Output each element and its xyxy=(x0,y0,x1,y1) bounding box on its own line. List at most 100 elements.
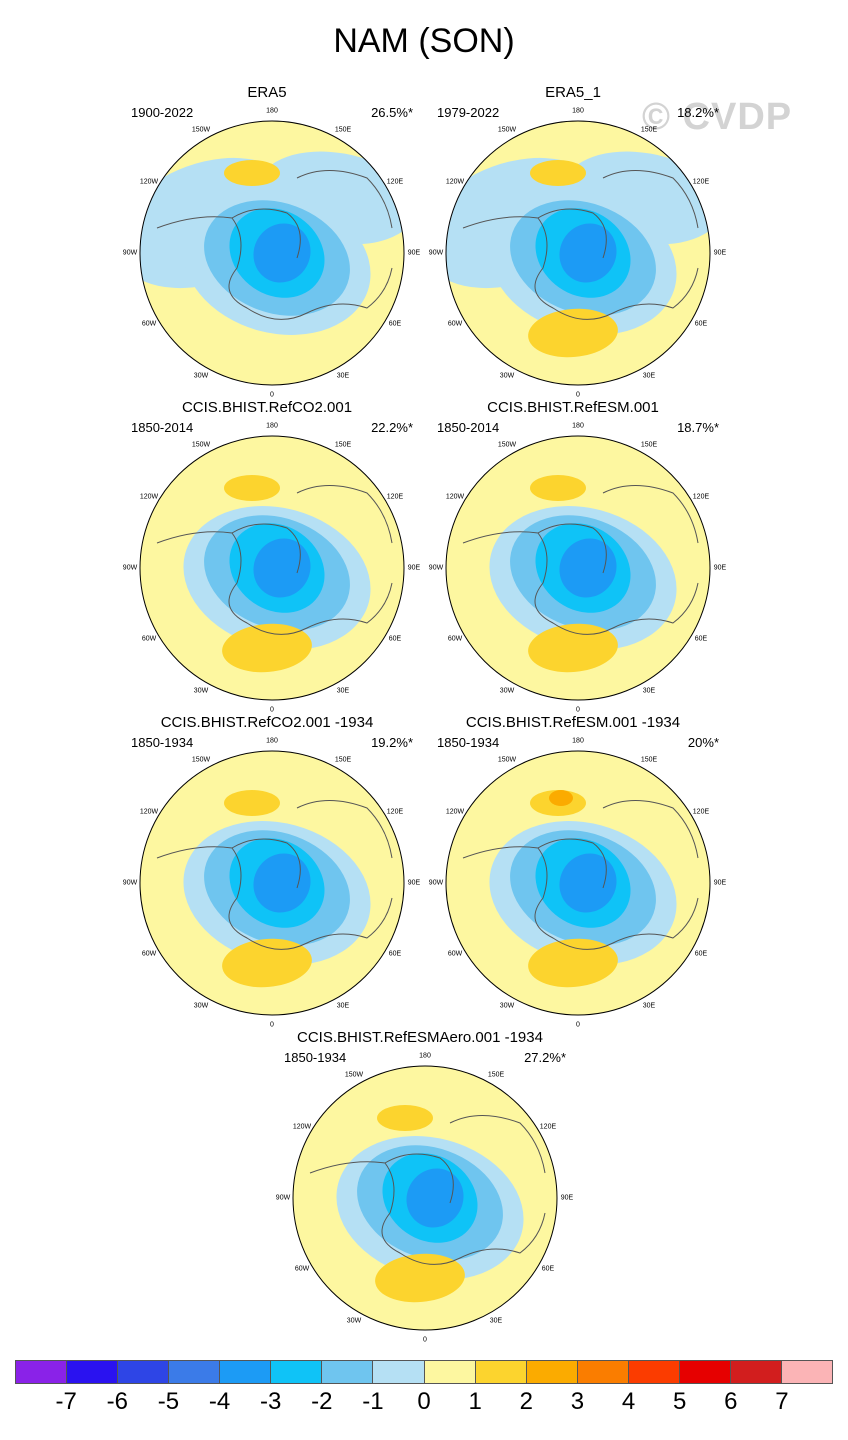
colorbar-swatch xyxy=(730,1361,782,1383)
longitude-label: 180 xyxy=(572,107,584,115)
longitude-label: 30W xyxy=(193,1002,209,1010)
longitude-label: 180 xyxy=(419,1052,431,1060)
longitude-label: 120W xyxy=(139,808,159,816)
longitude-label: 60W xyxy=(447,635,463,643)
longitude-label: 180 xyxy=(572,422,584,430)
longitude-label: 0 xyxy=(270,1021,274,1029)
longitude-label: 150W xyxy=(191,441,211,449)
panel-period: 1850-1934 xyxy=(437,735,500,750)
colorbar-swatch xyxy=(781,1361,832,1383)
map-boundary xyxy=(139,750,405,1016)
colorbar-swatch xyxy=(628,1361,680,1383)
longitude-label: 60E xyxy=(541,1265,555,1273)
figure-title: NAM (SON) xyxy=(333,22,515,60)
longitude-label: 60W xyxy=(141,635,157,643)
coastline xyxy=(156,800,393,950)
longitude-label: 180 xyxy=(572,737,584,745)
panel-title: CCIS.BHIST.RefESM.001 xyxy=(487,399,659,416)
longitude-label: 30E xyxy=(642,687,656,695)
longitude-label: 60W xyxy=(294,1265,310,1273)
longitude-label: 60E xyxy=(388,320,402,328)
coastline xyxy=(156,485,393,635)
colorbar-tick-label: 7 xyxy=(775,1388,789,1415)
coastline xyxy=(309,1115,546,1265)
longitude-label: 60W xyxy=(141,950,157,958)
longitude-label: 60W xyxy=(141,320,157,328)
longitude-label: 150W xyxy=(191,756,211,764)
longitude-label: 150E xyxy=(640,441,658,449)
longitude-label: 0 xyxy=(423,1336,427,1344)
longitude-label: 60E xyxy=(388,950,402,958)
colorbar xyxy=(15,1360,833,1384)
colorbar-tick-label: 5 xyxy=(672,1388,687,1415)
panel-period: 1850-1934 xyxy=(284,1050,347,1065)
longitude-label: 120E xyxy=(386,808,404,816)
map-boundary xyxy=(445,750,711,1016)
panel-period: 1900-2022 xyxy=(131,105,194,120)
colorbar-tick-label: 6 xyxy=(724,1388,738,1415)
colorbar-swatch xyxy=(67,1361,119,1383)
longitude-label: 0 xyxy=(576,391,580,399)
polar-map-svg xyxy=(139,435,405,701)
panel-period: 1850-2014 xyxy=(437,420,500,435)
longitude-label: 120E xyxy=(539,1123,557,1131)
colorbar-swatch xyxy=(169,1361,221,1383)
longitude-label: 30W xyxy=(193,687,209,695)
longitude-label: 150E xyxy=(487,1071,505,1079)
longitude-label: 60E xyxy=(694,320,708,328)
longitude-label: 60E xyxy=(694,950,708,958)
longitude-label: 90W xyxy=(122,564,138,572)
longitude-label: 120E xyxy=(386,493,404,501)
colorbar-swatch xyxy=(373,1361,425,1383)
polar-map: 180 150E 120E 90E 60E 30E 0 30W 60W 90W 120W 150W xyxy=(123,108,420,399)
longitude-label: 150W xyxy=(497,441,517,449)
colorbar-swatch xyxy=(577,1361,629,1383)
longitude-label: 180 xyxy=(266,107,278,115)
colorbar-swatch xyxy=(118,1361,170,1383)
colorbar-tick-label: -2 xyxy=(311,1388,333,1415)
map-boundary xyxy=(139,435,405,701)
longitude-label: 120W xyxy=(445,493,465,501)
longitude-label: 120W xyxy=(445,178,465,186)
longitude-label: 150E xyxy=(334,756,352,764)
longitude-label: 90W xyxy=(122,249,138,257)
polar-map: 180 150E 120E 90E 60E 30E 0 30W 60W 90W 120W 150W xyxy=(123,423,420,714)
coastline xyxy=(462,170,699,320)
longitude-label: 90E xyxy=(713,879,727,887)
longitude-label: 60E xyxy=(388,635,402,643)
longitude-label: 150E xyxy=(334,126,352,134)
panel-percent-variance: 19.2%* xyxy=(371,735,413,750)
panel-period: 1850-1934 xyxy=(131,735,194,750)
colorbar-tick-label: -1 xyxy=(362,1388,384,1415)
longitude-label: 30W xyxy=(499,1002,515,1010)
longitude-label: 30E xyxy=(336,1002,350,1010)
panel-percent-variance: 20%* xyxy=(687,735,719,750)
map-panel: CCIS.BHIST.RefESM.001 -1934 1850-1934 20%*… xyxy=(429,714,743,1048)
colorbar-tick-label: -4 xyxy=(208,1388,231,1415)
panel-title: ERA5 xyxy=(247,84,287,101)
longitude-label: 90W xyxy=(122,879,138,887)
longitude-label: 60W xyxy=(447,950,463,958)
polar-map: 180 150E 120E 90E 60E 30E 0 30W 60W 90W 120W 150W xyxy=(123,738,420,1029)
panel-percent-variance: 26.5%* xyxy=(371,105,413,120)
panel-period: 1850-2014 xyxy=(131,420,194,435)
colorbar-swatch xyxy=(424,1361,476,1383)
longitude-label: 120E xyxy=(692,178,710,186)
polar-map-svg xyxy=(139,120,405,386)
colorbar-tick-label: 0 xyxy=(417,1388,431,1415)
panel-title: CCIS.BHIST.RefCO2.001 xyxy=(181,399,353,416)
polar-map: 180 150E 120E 90E 60E 30E 0 30W 60W 90W 120W 150W xyxy=(429,738,726,1029)
polar-map: 180 150E 120E 90E 60E 30E 0 30W 60W 90W 120W 150W xyxy=(429,108,726,399)
map-boundary xyxy=(292,1065,558,1331)
map-panel: CCIS.BHIST.RefCO2.001 -1934 1850-1934 19.2… xyxy=(123,714,437,1048)
longitude-label: 90W xyxy=(428,564,444,572)
longitude-label: 90W xyxy=(275,1194,291,1202)
longitude-label: 30W xyxy=(499,687,515,695)
panel-percent-variance: 22.2%* xyxy=(371,420,413,435)
longitude-label: 120E xyxy=(692,808,710,816)
colorbar-tick-label: -5 xyxy=(157,1388,180,1415)
map-panel: CCIS.BHIST.RefCO2.001 1850-2014 22.2%* 180 1… xyxy=(123,399,437,733)
longitude-label: 120W xyxy=(139,178,159,186)
longitude-label: 0 xyxy=(270,391,274,399)
polar-map: 180 150E 120E 90E 60E 30E 0 30W 60W 90W 120W 150W xyxy=(276,1053,573,1344)
